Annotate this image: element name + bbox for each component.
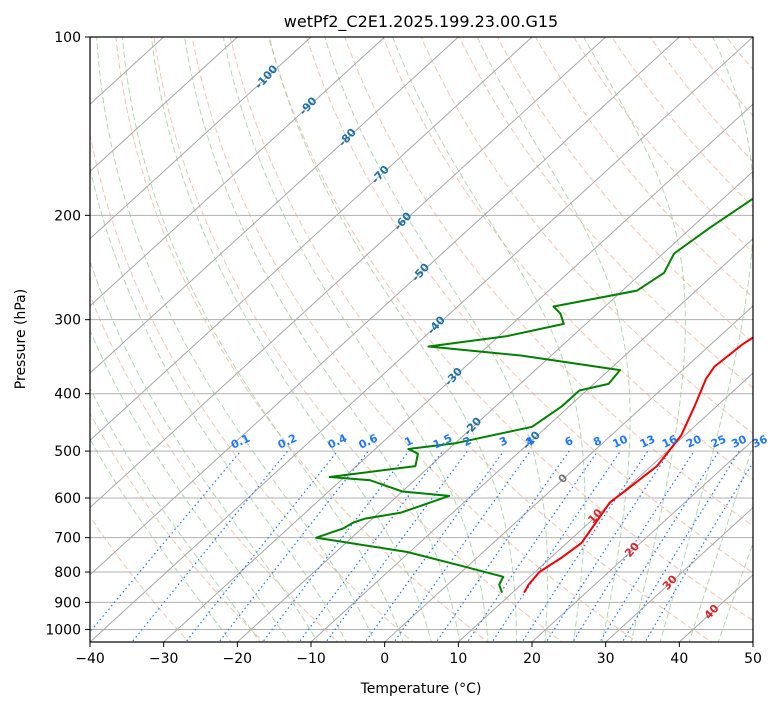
mixing-ratio-line (491, 450, 621, 642)
moist-adiabat-line (392, 37, 586, 642)
x-axis: −40 −30 −20 −10 0 10 20 30 40 50 (75, 642, 762, 667)
isotherm-line (605, 506, 753, 642)
y-tick-label: 600 (54, 491, 81, 507)
mixing-ratio-label: 20 (684, 432, 704, 450)
mixing-ratio-line (185, 450, 339, 642)
mixing-ratio-label: 30 (729, 432, 749, 450)
isotherm-line (90, 37, 459, 374)
x-tick-label: −10 (296, 651, 326, 667)
mixing-ratio-label: 10 (611, 432, 631, 450)
x-tick-label: −30 (149, 651, 179, 667)
dry-adiabat-line (573, 37, 753, 253)
y-tick-label: 100 (54, 30, 81, 46)
dry-adiabat-line (611, 37, 753, 208)
isotherm-line (531, 439, 753, 642)
moist-adiabat-line (90, 387, 261, 642)
plot-series (315, 197, 753, 594)
mixing-ratio-line (572, 450, 695, 642)
isotherm-line (90, 37, 753, 642)
y-tick-label: 500 (54, 444, 81, 460)
moist-adiabat-line (688, 444, 753, 642)
mixing-ratio-line (599, 450, 720, 642)
chart-title: wetPf2_C2E1.2025.199.23.00.G15 (284, 12, 558, 32)
isotherm-line (457, 372, 753, 642)
mixing-ratio-line (545, 450, 671, 642)
moist-adiabat-line (324, 37, 549, 642)
moist-adiabat-line (150, 37, 432, 642)
dry-adiabat-line (649, 37, 753, 163)
dry-adiabat-line (420, 37, 753, 435)
mixing-ratio-line (90, 450, 242, 633)
mixing-ratio-label: 13 (638, 433, 657, 451)
dry-adiabat-line (344, 37, 753, 527)
moist-adiabat-line (90, 328, 290, 642)
mixing-ratio-line (466, 450, 599, 642)
plot-background-lines (90, 37, 753, 642)
dry-adiabat-line (229, 37, 713, 642)
temperature-profile-line (523, 336, 753, 594)
mixing-ratio-label: 36 (750, 432, 770, 450)
isotherm-line (163, 103, 753, 642)
x-tick-label: 20 (523, 651, 541, 667)
x-tick-label: 40 (670, 651, 688, 667)
mixing-ratio-line (621, 450, 740, 642)
dry-adiabat-line (191, 37, 638, 642)
dry-adiabat-line (90, 131, 414, 642)
y-axis: 100 200 300 400 500 600 700 800 900 1000 (45, 30, 90, 638)
dry-adiabat-line (382, 37, 753, 481)
isotherm-line (90, 37, 533, 442)
isotherm-line (90, 37, 607, 509)
x-tick-label: 50 (744, 651, 762, 667)
moist-adiabat-line (268, 37, 517, 642)
plot-frame (89, 36, 754, 643)
mixing-ratio-line (521, 450, 649, 642)
isotherm-line (90, 37, 238, 173)
y-tick-label: 400 (54, 387, 81, 403)
isotherm-line (90, 37, 312, 240)
y-tick-label: 1000 (45, 622, 81, 638)
y-axis-label: Pressure (hPa) (13, 289, 29, 389)
x-tick-label: −40 (75, 651, 105, 667)
y-tick-label: 800 (54, 565, 81, 581)
mixing-ratio-label: 25 (709, 433, 728, 451)
y-tick-label: 300 (54, 313, 81, 329)
mixing-ratio-line (262, 450, 410, 642)
dry-adiabat-line (458, 37, 753, 389)
y-tick-label: 900 (54, 595, 81, 611)
moist-adiabat-line (90, 438, 232, 642)
mixing-ratio-line (218, 450, 369, 642)
isotherm-line (310, 237, 753, 642)
dry-adiabat-line (153, 37, 564, 642)
mixing-ratio-label: 16 (660, 432, 680, 450)
x-tick-label: 10 (449, 651, 467, 667)
dry-adiabat-line (115, 37, 489, 642)
x-tick-label: 30 (597, 651, 615, 667)
x-axis-label: Temperature (°C) (360, 681, 482, 697)
dry-adiabat-line (496, 37, 753, 344)
dewpoint-profile-line (315, 197, 753, 594)
dry-adiabat-line (90, 293, 339, 642)
dry-adiabat-line (90, 412, 265, 642)
isotherm-line (236, 170, 753, 642)
dry-adiabat-line (306, 37, 753, 574)
isotherm-line (90, 37, 680, 576)
isotherm-line (384, 305, 753, 642)
isotherm-line (90, 37, 386, 307)
dry-adiabat-line (535, 37, 753, 298)
moist-adiabat-line (659, 37, 753, 642)
mixing-ratio-line (435, 450, 570, 642)
x-tick-label: −20 (223, 651, 253, 667)
mixing-ratio-line (644, 461, 753, 642)
y-tick-label: 700 (54, 531, 81, 547)
y-tick-label: 200 (54, 208, 81, 224)
x-tick-label: 0 (380, 651, 389, 667)
